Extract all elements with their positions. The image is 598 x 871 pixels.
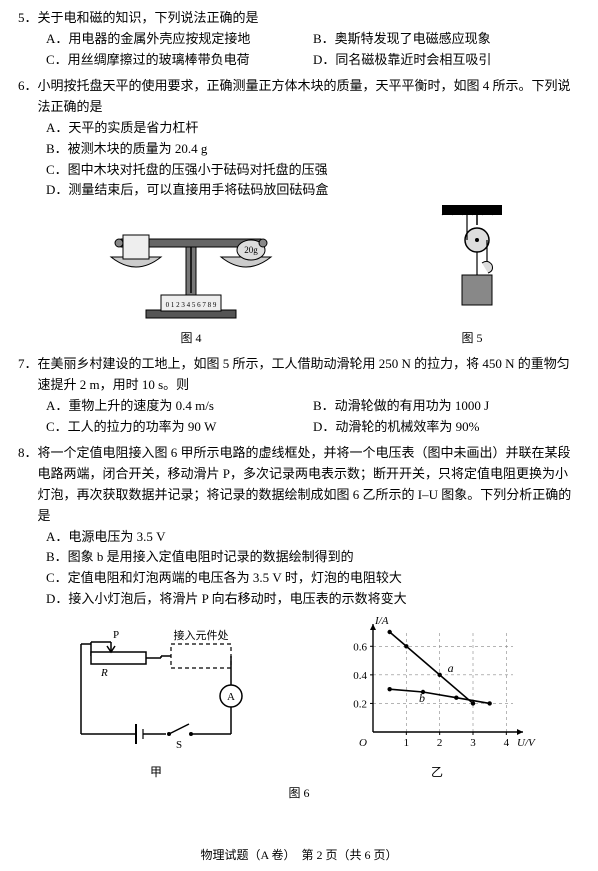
figure-6-chart-block: 1 2 3 4 0.2 0.4 0.6 O U/V I/A a b 乙 [337,614,537,782]
svg-text:A: A [227,691,235,703]
figure-4-caption: 图 4 [91,329,291,348]
q7-number: 7． [18,354,38,396]
figure-4-block: 0 1 2 3 4 5 6 7 8 9 20g 图 [91,205,291,348]
q5-stem-row: 5． 关于电和磁的知识，下列说法正确的是 [18,8,580,29]
weight-label: 20g [244,245,258,255]
q6-options: A．天平的实质是省力杠杆 B．被测木块的质量为 20.4 g C．图中木块对托盘… [18,118,580,201]
svg-text:4: 4 [504,737,510,749]
q8-figures: S A 接入元件处 [18,614,580,782]
q6-figures: 0 1 2 3 4 5 6 7 8 9 20g 图 [18,205,580,348]
question-6: 6． 小明按托盘天平的使用要求，正确测量正方体木块的质量，天平平衡时，如图 4 … [18,76,580,348]
q8-options: A．电源电压为 3.5 V B．图象 b 是用接入定值电阻时记录的数据绘制得到的… [18,527,580,610]
q7-stem: 在美丽乡村建设的工地上，如图 5 所示，工人借助动滑轮用 250 N 的拉力，将… [38,354,580,396]
q5-option-a: A．用电器的金属外壳应按规定接地 [46,29,313,50]
figure-5-caption: 图 5 [437,329,507,348]
svg-text:2: 2 [437,737,443,749]
svg-text:U/V: U/V [517,737,536,749]
svg-text:R: R [100,667,108,679]
q8-option-d: D．接入小灯泡后，将滑片 P 向右移动时，电压表的示数将变大 [46,589,580,610]
figure-6-circuit-block: S A 接入元件处 [61,624,251,782]
q5-options: A．用电器的金属外壳应按规定接地 B．奥斯特发现了电磁感应现象 C．用丝绸摩擦过… [18,29,580,71]
q6-option-b: B．被测木块的质量为 20.4 g [46,139,580,160]
svg-text:3: 3 [470,737,476,749]
svg-text:S: S [176,739,182,751]
page-footer: 物理试题（A 卷） 第 2 页（共 6 页） [0,846,598,865]
q8-stem: 将一个定值电阻接入图 6 甲所示电路的虚线框处，并将一个电压表（图中未画出）并联… [38,443,580,526]
circuit-diagram-icon: S A 接入元件处 [61,624,251,754]
q5-number: 5． [18,8,38,29]
question-5: 5． 关于电和磁的知识，下列说法正确的是 A．用电器的金属外壳应按规定接地 B．… [18,8,580,70]
q5-stem: 关于电和磁的知识，下列说法正确的是 [38,8,580,29]
balance-scale-icon: 0 1 2 3 4 5 6 7 8 9 20g [91,205,291,320]
svg-text:0.2: 0.2 [353,698,367,710]
q6-option-d: D．测量结束后，可以直接用手将砝码放回砝码盒 [46,180,580,201]
pulley-icon [437,205,507,320]
q8-option-c: C．定值电阻和灯泡两端的电压各为 3.5 V 时，灯泡的电阻较大 [46,568,580,589]
q7-option-d: D．动滑轮的机械效率为 90% [313,417,580,438]
figure-6-caption: 图 6 [18,784,580,803]
q6-stem: 小明按托盘天平的使用要求，正确测量正方体木块的质量，天平平衡时，如图 4 所示。… [38,76,580,118]
q7-option-c: C．工人的拉力的功率为 90 W [46,417,313,438]
question-7: 7． 在美丽乡村建设的工地上，如图 5 所示，工人借助动滑轮用 250 N 的拉… [18,354,580,437]
q7-stem-row: 7． 在美丽乡村建设的工地上，如图 5 所示，工人借助动滑轮用 250 N 的拉… [18,354,580,396]
svg-text:接入元件处: 接入元件处 [174,629,229,642]
q8-option-b: B．图象 b 是用接入定值电阻时记录的数据绘制得到的 [46,547,580,568]
figure-6-right-caption: 乙 [337,763,537,782]
svg-text:0 1 2 3 4 5 6 7 8 9: 0 1 2 3 4 5 6 7 8 9 [166,301,217,309]
q5-option-d: D．同名磁极靠近时会相互吸引 [313,50,580,71]
q8-option-a: A．电源电压为 3.5 V [46,527,580,548]
svg-text:0.6: 0.6 [353,641,367,653]
q8-number: 8． [18,443,38,526]
q5-option-b: B．奥斯特发现了电磁感应现象 [313,29,580,50]
q7-options: A．重物上升的速度为 0.4 m/s B．动滑轮做的有用功为 1000 J C．… [18,396,580,438]
svg-text:1: 1 [404,737,410,749]
svg-text:I/A: I/A [374,615,389,627]
svg-text:O: O [359,737,367,749]
question-8: 8． 将一个定值电阻接入图 6 甲所示电路的虚线框处，并将一个电压表（图中未画出… [18,443,580,803]
q6-option-a: A．天平的实质是省力杠杆 [46,118,580,139]
svg-text:P: P [113,629,119,641]
svg-text:b: b [419,691,425,705]
q6-stem-row: 6． 小明按托盘天平的使用要求，正确测量正方体木块的质量，天平平衡时，如图 4 … [18,76,580,118]
figure-5-block: 图 5 [437,205,507,348]
q7-option-a: A．重物上升的速度为 0.4 m/s [46,396,313,417]
svg-text:0.4: 0.4 [353,670,367,682]
iu-chart: 1 2 3 4 0.2 0.4 0.6 O U/V I/A a b [337,614,537,754]
q6-number: 6． [18,76,38,118]
q6-option-c: C．图中木块对托盘的压强小于砝码对托盘的压强 [46,160,580,181]
figure-6-left-caption: 甲 [61,763,251,782]
svg-text:a: a [448,661,454,675]
q7-option-b: B．动滑轮做的有用功为 1000 J [313,396,580,417]
q5-option-c: C．用丝绸摩擦过的玻璃棒带负电荷 [46,50,313,71]
q8-stem-row: 8． 将一个定值电阻接入图 6 甲所示电路的虚线框处，并将一个电压表（图中未画出… [18,443,580,526]
